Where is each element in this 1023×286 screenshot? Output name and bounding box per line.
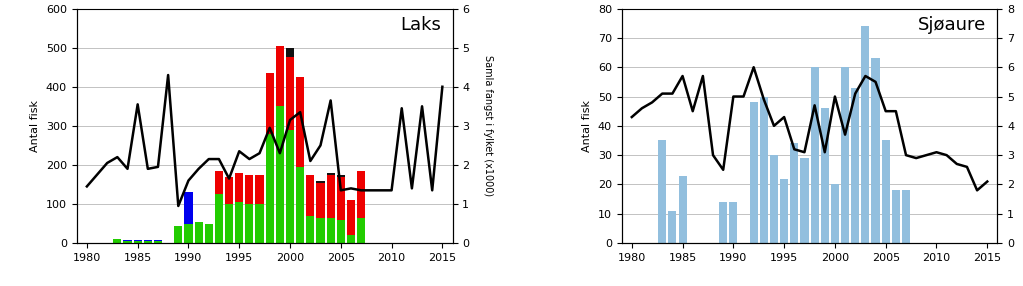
Bar bbox=[729, 202, 738, 243]
Bar bbox=[306, 216, 314, 243]
Bar bbox=[337, 220, 345, 243]
Bar bbox=[831, 184, 839, 243]
Bar bbox=[296, 167, 304, 243]
Bar bbox=[144, 240, 151, 241]
Bar bbox=[215, 194, 223, 243]
Bar bbox=[316, 182, 324, 218]
Bar bbox=[841, 67, 849, 243]
Bar bbox=[678, 176, 686, 243]
Bar bbox=[184, 192, 192, 224]
Bar bbox=[153, 240, 162, 241]
Bar bbox=[861, 26, 870, 243]
Bar bbox=[820, 108, 829, 243]
Bar bbox=[266, 134, 274, 243]
Bar bbox=[658, 140, 666, 243]
Bar bbox=[357, 171, 365, 218]
Bar bbox=[194, 222, 203, 243]
Bar bbox=[205, 224, 213, 243]
Bar bbox=[184, 224, 192, 243]
Bar bbox=[316, 180, 324, 182]
Bar bbox=[316, 218, 324, 243]
Bar bbox=[851, 88, 859, 243]
Bar bbox=[790, 143, 798, 243]
Bar bbox=[872, 58, 880, 243]
Bar bbox=[235, 202, 243, 243]
Bar bbox=[668, 211, 676, 243]
Bar bbox=[337, 177, 345, 220]
Bar bbox=[326, 173, 335, 175]
Bar bbox=[902, 190, 910, 243]
Bar bbox=[134, 241, 142, 243]
Bar bbox=[134, 240, 142, 241]
Bar bbox=[347, 200, 355, 235]
Text: Sjøaure: Sjøaure bbox=[918, 16, 986, 34]
Bar bbox=[225, 177, 233, 204]
Bar bbox=[810, 67, 818, 243]
Bar bbox=[326, 218, 335, 243]
Bar bbox=[144, 241, 151, 243]
Bar bbox=[215, 171, 223, 194]
Y-axis label: Samla fangst i fylket (x1000): Samla fangst i fylket (x1000) bbox=[483, 55, 493, 196]
Bar bbox=[256, 204, 264, 243]
Bar bbox=[800, 158, 808, 243]
Bar bbox=[347, 235, 355, 243]
Bar bbox=[276, 46, 284, 106]
Bar bbox=[770, 155, 779, 243]
Bar bbox=[760, 96, 768, 243]
Bar bbox=[326, 175, 335, 218]
Bar bbox=[781, 178, 788, 243]
Bar bbox=[719, 202, 727, 243]
Bar bbox=[337, 175, 345, 177]
Bar bbox=[124, 241, 132, 243]
Bar bbox=[882, 140, 890, 243]
Bar bbox=[256, 175, 264, 204]
Bar bbox=[286, 48, 294, 57]
Bar bbox=[235, 173, 243, 202]
Bar bbox=[276, 106, 284, 243]
Bar bbox=[114, 239, 122, 243]
Bar bbox=[296, 77, 304, 167]
Bar bbox=[246, 175, 254, 204]
Bar bbox=[174, 225, 182, 243]
Text: Laks: Laks bbox=[400, 16, 441, 34]
Bar bbox=[286, 57, 294, 130]
Bar bbox=[306, 175, 314, 216]
Bar bbox=[750, 102, 758, 243]
Bar bbox=[892, 190, 900, 243]
Bar bbox=[357, 218, 365, 243]
Bar bbox=[246, 204, 254, 243]
Bar bbox=[124, 240, 132, 241]
Y-axis label: Antal fisk: Antal fisk bbox=[31, 100, 40, 152]
Bar bbox=[266, 73, 274, 134]
Bar bbox=[286, 130, 294, 243]
Y-axis label: Antal fisk: Antal fisk bbox=[582, 100, 592, 152]
Bar bbox=[153, 241, 162, 243]
Bar bbox=[225, 204, 233, 243]
